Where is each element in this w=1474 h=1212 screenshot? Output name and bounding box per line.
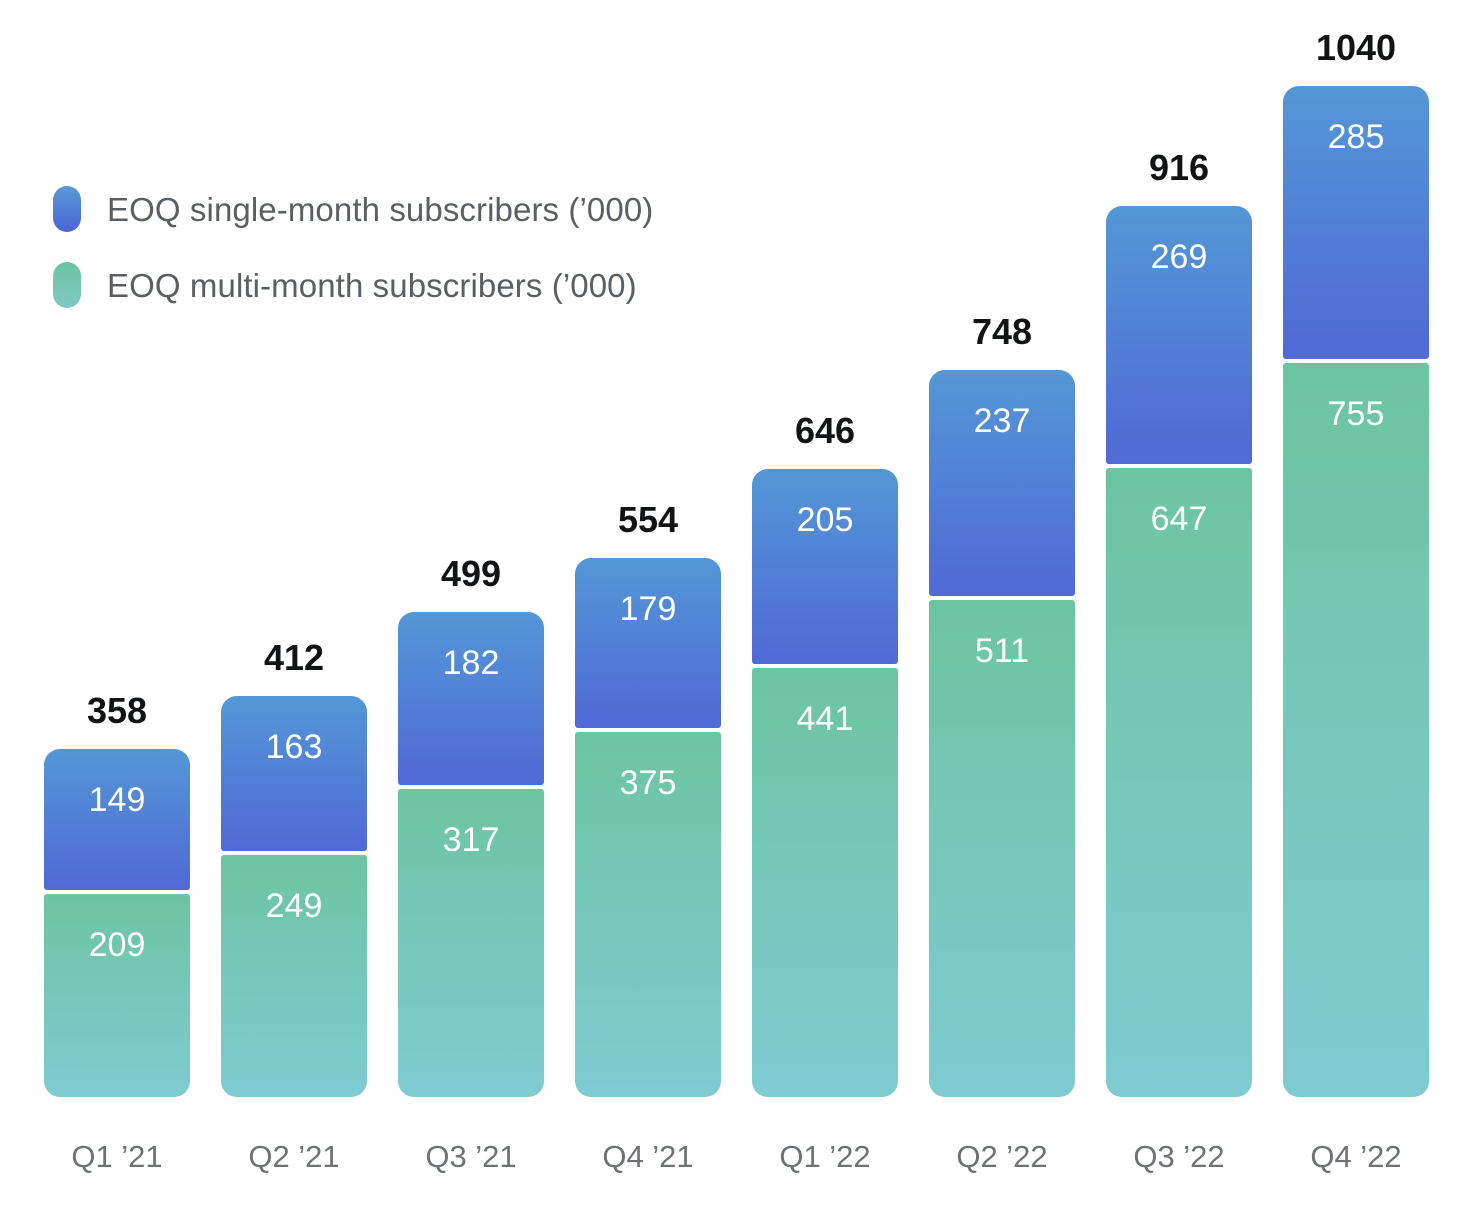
bar-segment-value-multi-month: 511 (974, 632, 1030, 671)
bar-segment-multi-month[interactable]: 249 (221, 854, 367, 1097)
bar-segment-value-multi-month: 317 (442, 820, 500, 859)
x-axis-label: Q2 ’22 (956, 1139, 1048, 1174)
legend-item-single-month: EOQ single-month subscribers (’000) (53, 186, 653, 232)
bar-segment-value-single-month: 285 (1327, 117, 1385, 156)
bar-segment-value-single-month: 269 (1150, 238, 1208, 277)
x-axis-label: Q1 ’21 (71, 1139, 163, 1174)
legend-label-multi-month: EOQ multi-month subscribers (’000) (107, 266, 637, 304)
bar-total-label: 358 (86, 689, 148, 731)
bar-group[interactable]: 554 179 375 (575, 502, 721, 1097)
x-axis-label: Q3 ’22 (1133, 1139, 1225, 1174)
x-axis-label: Q2 ’21 (248, 1139, 340, 1174)
bar-segment-single-month[interactable]: 182 (398, 611, 544, 785)
bar-segment-value-multi-month: 249 (265, 886, 323, 925)
x-axis-label: Q3 ’21 (425, 1139, 517, 1174)
bar-segment-multi-month[interactable]: 441 (752, 668, 898, 1097)
x-axis-label: Q4 ’22 (1310, 1139, 1402, 1174)
single-month-swatch-icon (53, 186, 81, 232)
legend-label-single-month: EOQ single-month subscribers (’000) (107, 190, 654, 228)
x-axis-label: Q1 ’22 (779, 1139, 871, 1174)
bar-segment-value-multi-month: 647 (1150, 499, 1208, 538)
bar-total-label: 412 (263, 637, 325, 679)
bar-segment-single-month[interactable]: 269 (1106, 206, 1252, 464)
bar-segment-value-multi-month: 375 (619, 764, 677, 803)
bar-segment-value-single-month: 149 (88, 780, 146, 819)
bar-group[interactable]: 499 182 317 (398, 555, 544, 1097)
bar-total-label: 748 (971, 310, 1033, 352)
bar-segment-multi-month[interactable]: 209 (44, 893, 190, 1097)
bar-segment-single-month[interactable]: 285 (1283, 85, 1429, 359)
bar-total-label: 554 (617, 499, 679, 541)
bar-segment-multi-month[interactable]: 647 (1106, 467, 1252, 1097)
bar-group[interactable]: 748 237 511 (929, 313, 1075, 1097)
bar-segment-value-single-month: 237 (973, 401, 1031, 440)
bar-group[interactable]: 646 205 441 (752, 412, 898, 1097)
bar-total-label: 646 (794, 409, 856, 451)
chart-legend: EOQ single-month subscribers (’000) EOQ … (53, 186, 653, 308)
bar-group[interactable]: 412 163 249 (221, 640, 367, 1097)
bar-segment-value-single-month: 182 (442, 643, 500, 682)
bar-segment-single-month[interactable]: 205 (752, 468, 898, 665)
bar-segment-multi-month[interactable]: 317 (398, 788, 544, 1097)
bar-segment-single-month[interactable]: 163 (221, 696, 367, 851)
bar-segment-multi-month[interactable]: 755 (1283, 362, 1429, 1097)
bar-segment-single-month[interactable]: 179 (575, 558, 721, 729)
bar-group[interactable]: 1040 285 755 (1283, 29, 1429, 1097)
bar-group[interactable]: 916 269 647 (1106, 150, 1252, 1097)
bar-segment-single-month[interactable]: 237 (929, 369, 1075, 597)
bar-group[interactable]: 358 149 209 (44, 692, 190, 1097)
bar-segment-multi-month[interactable]: 511 (929, 600, 1075, 1097)
bar-total-label: 1040 (1315, 26, 1397, 68)
bar-segment-value-single-month: 163 (265, 728, 323, 767)
bar-segment-value-single-month: 179 (619, 590, 677, 629)
legend-item-multi-month: EOQ multi-month subscribers (’000) (53, 262, 653, 308)
bar-segment-value-single-month: 205 (796, 500, 854, 539)
bar-segment-value-multi-month: 441 (796, 700, 854, 739)
multi-month-swatch-icon (53, 262, 81, 308)
bar-total-label: 499 (440, 552, 502, 594)
bar-segment-single-month[interactable]: 149 (44, 748, 190, 890)
x-axis-label: Q4 ’21 (602, 1139, 694, 1174)
bar-segment-multi-month[interactable]: 375 (575, 732, 721, 1097)
bar-segment-value-multi-month: 755 (1327, 394, 1385, 433)
bar-total-label: 916 (1148, 147, 1210, 189)
bar-segment-value-multi-month: 209 (88, 925, 146, 964)
